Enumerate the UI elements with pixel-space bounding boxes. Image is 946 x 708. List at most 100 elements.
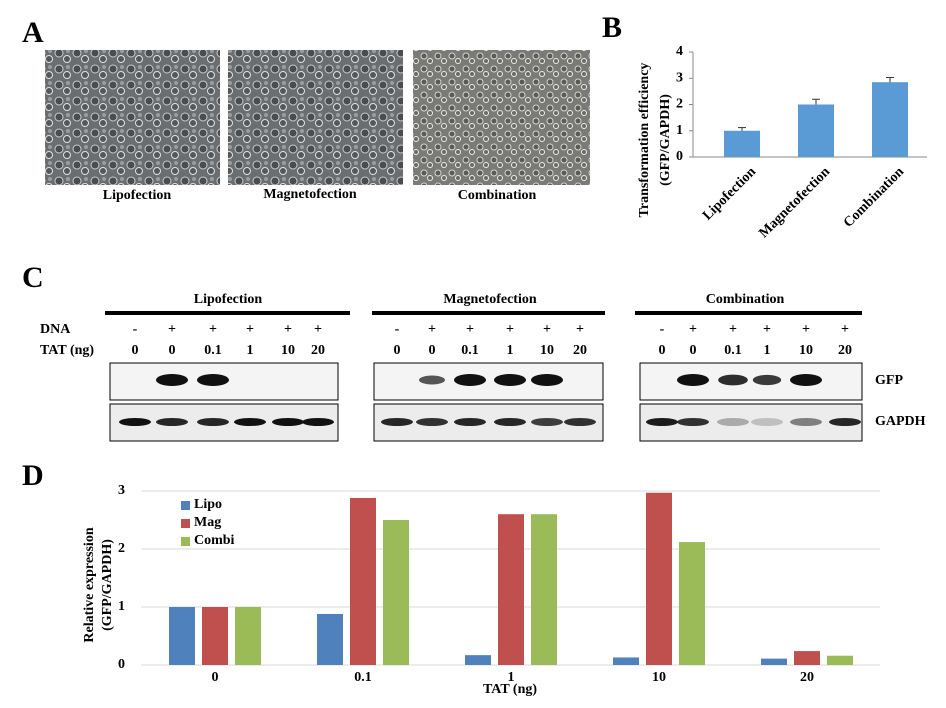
group-title: Lipofection (194, 292, 263, 307)
group-title: Magnetofection (443, 292, 537, 307)
gapdh-band (717, 418, 749, 426)
bar (169, 607, 195, 665)
blot (373, 362, 604, 401)
gfp-band (790, 374, 822, 386)
gfp-band (156, 374, 188, 386)
y-tick-label: 0 (118, 657, 125, 672)
gapdh-band (156, 418, 188, 426)
legend-swatch (181, 537, 190, 546)
bar (761, 658, 787, 665)
y-tick-label: 3 (118, 483, 125, 498)
row-label: DNA (40, 322, 71, 337)
image-caption: Lipofection (103, 188, 172, 203)
tat-dose: 20 (573, 343, 587, 358)
gapdh-band (416, 418, 448, 426)
dna-sign: - (660, 322, 665, 337)
dna-sign: + (576, 322, 584, 337)
dna-sign: + (689, 322, 697, 337)
micrograph (45, 50, 220, 185)
gapdh-band (454, 418, 486, 426)
y-tick-label: 2 (676, 97, 683, 112)
tat-dose: 10 (540, 343, 554, 358)
tat-dose: 0 (690, 343, 697, 358)
y-tick-label: 3 (676, 70, 683, 85)
x-tick-label: 0.1 (354, 670, 372, 685)
gapdh-band (677, 418, 709, 426)
x-tick-label: 10 (652, 670, 666, 685)
gapdh-band (119, 418, 151, 426)
blot-label: GFP (875, 373, 903, 388)
bar (235, 607, 261, 665)
tat-dose: 0 (394, 343, 401, 358)
gfp-band (752, 374, 782, 386)
blot-label: GAPDH (875, 414, 926, 429)
gapdh-band (790, 418, 822, 426)
gfp-band (197, 374, 229, 386)
bar (827, 655, 853, 665)
gapdh-band (829, 418, 861, 426)
dna-sign: + (314, 322, 322, 337)
dna-sign: + (284, 322, 292, 337)
dna-sign: + (246, 322, 254, 337)
dna-sign: - (133, 322, 138, 337)
legend-swatch (181, 519, 190, 528)
y-axis-label: (GFP/GAPDH) (100, 539, 115, 631)
gapdh-band (302, 418, 334, 426)
row-label: TAT (ng) (40, 343, 94, 358)
dna-sign: + (428, 322, 436, 337)
gapdh-band (381, 418, 413, 426)
error-bar (738, 127, 746, 131)
image-caption: Combination (458, 188, 537, 203)
tat-dose: 10 (281, 343, 295, 358)
tat-dose: 0 (169, 343, 176, 358)
x-tick-label: Magnetofection (757, 164, 834, 241)
dna-sign: + (466, 322, 474, 337)
legend-swatch (181, 501, 190, 510)
gapdh-band (494, 418, 526, 426)
bar (613, 657, 639, 665)
tat-dose: 0 (132, 343, 139, 358)
y-tick-label: 4 (676, 44, 683, 59)
tat-dose: 0 (429, 343, 436, 358)
dna-sign: + (802, 322, 810, 337)
bar (872, 82, 908, 157)
micrograph (228, 50, 403, 185)
panel-label: B (602, 11, 622, 44)
y-tick-label: 1 (118, 599, 125, 614)
legend-label: Lipo (194, 497, 222, 512)
tat-dose: 10 (799, 343, 813, 358)
gapdh-band (646, 418, 678, 426)
blot (639, 362, 863, 401)
panel-label: A (22, 16, 44, 49)
bar (317, 613, 343, 665)
legend-label: Combi (194, 533, 235, 548)
bar (498, 514, 524, 665)
dna-sign: + (763, 322, 771, 337)
bar (202, 607, 228, 665)
bar (531, 514, 557, 665)
gfp-band (494, 374, 526, 386)
panel-label: D (22, 459, 44, 492)
bar (724, 130, 760, 157)
gapdh-band (234, 418, 266, 426)
error-bar (886, 76, 894, 83)
gapdh-band (272, 418, 304, 426)
gapdh-band (564, 418, 596, 426)
dna-sign: + (506, 322, 514, 337)
x-tick-label: 1 (508, 670, 515, 685)
y-tick-label: 2 (118, 541, 125, 556)
x-tick-label: Lipofection (700, 164, 759, 223)
tat-dose: 1 (507, 343, 514, 358)
group-title: Combination (706, 292, 785, 307)
bar (465, 655, 491, 665)
bar (798, 104, 834, 157)
dna-sign: - (395, 322, 400, 337)
y-axis-label: Relative expression (82, 527, 97, 642)
gfp-band (454, 374, 486, 386)
dna-sign: + (841, 322, 849, 337)
tat-dose: 20 (838, 343, 852, 358)
y-tick-label: 1 (676, 123, 683, 138)
error-bar (812, 98, 820, 105)
tat-dose: 0.1 (204, 343, 222, 358)
bar (383, 520, 409, 665)
